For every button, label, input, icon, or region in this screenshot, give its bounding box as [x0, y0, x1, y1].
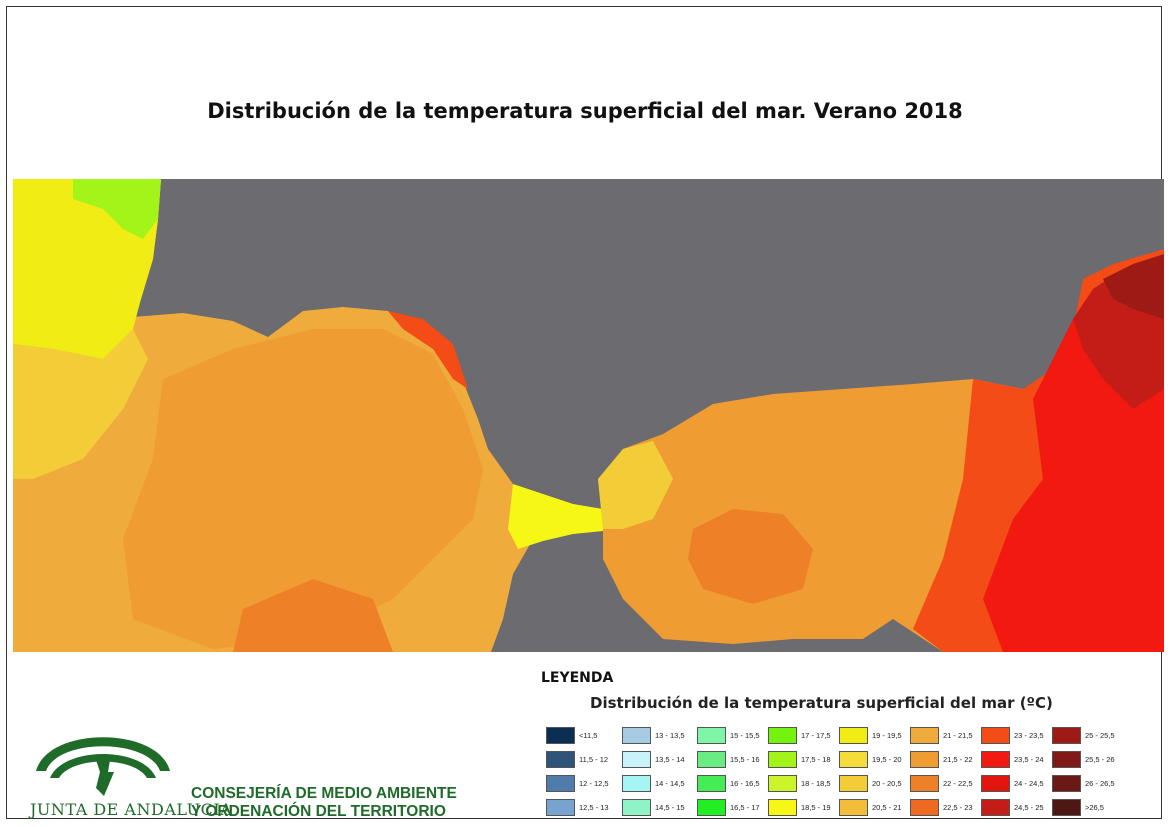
legend-label: 16,5 - 17 — [730, 803, 760, 812]
legend-label: 15,5 - 16 — [730, 755, 760, 764]
legend-label: 23,5 - 24 — [1014, 755, 1044, 764]
eastern-extreme — [1103, 254, 1164, 319]
legend-heading: LEYENDA — [541, 670, 614, 686]
legend-label: 20 - 20,5 — [872, 779, 902, 788]
consejeria-line-2: Y ORDENACIÓN DEL TERRITORIO — [191, 803, 446, 820]
legend-swatch — [981, 775, 1010, 792]
legend-swatch — [1052, 727, 1081, 744]
legend-swatch — [1052, 775, 1081, 792]
strait-of-gibraltar — [508, 484, 623, 549]
legend-label: 22 - 22,5 — [943, 779, 973, 788]
legend-swatch — [839, 799, 868, 816]
legend-label: 17,5 - 18 — [801, 755, 831, 764]
legend-swatch — [768, 799, 797, 816]
alboran-west-yellow — [598, 441, 673, 529]
legend-swatch — [839, 775, 868, 792]
legend-label: 12 - 12,5 — [579, 779, 609, 788]
legend-label: 22,5 - 23 — [943, 803, 973, 812]
legend-label: 14 - 14,5 — [655, 779, 685, 788]
coastal-warm-north — [388, 311, 468, 389]
legend-swatch — [910, 727, 939, 744]
legend-swatch — [768, 775, 797, 792]
legend-swatch — [981, 751, 1010, 768]
legend-swatch — [697, 727, 726, 744]
atlantic-hot-patch — [233, 579, 393, 652]
legend-swatch — [622, 751, 651, 768]
legend-label: 11,5 - 12 — [579, 755, 609, 764]
junta-andalucia-logo-icon — [36, 737, 170, 796]
legend-swatch — [910, 799, 939, 816]
legend-label: 17 - 17,5 — [801, 731, 831, 740]
legend-label: 25 - 25,5 — [1085, 731, 1115, 740]
legend-swatch — [697, 775, 726, 792]
legend-swatch — [697, 799, 726, 816]
legend-swatch — [622, 775, 651, 792]
legend-label: 18 - 18,5 — [801, 779, 831, 788]
legend-swatch — [910, 775, 939, 792]
legend-swatch — [697, 751, 726, 768]
junta-name: JUNTA DE ANDALUCIA — [30, 800, 233, 819]
legend-label: 25,5 - 26 — [1085, 755, 1115, 764]
alboran-core — [688, 509, 813, 604]
legend-label: 23 - 23,5 — [1014, 731, 1044, 740]
legend-subtitle: Distribución de la temperatura superfici… — [590, 694, 1053, 712]
legend-label: 24 - 24,5 — [1014, 779, 1044, 788]
legend-swatch — [546, 751, 575, 768]
sea-temperature-map — [13, 179, 1164, 652]
legend-label: 24,5 - 25 — [1014, 803, 1044, 812]
map-title: Distribución de la temperatura superfici… — [207, 99, 963, 123]
legend-label: >26,5 — [1085, 803, 1104, 812]
atlantic-north-green — [73, 179, 161, 239]
legend-swatch — [910, 751, 939, 768]
legend-swatch — [546, 775, 575, 792]
legend-label: 12,5 - 13 — [579, 803, 609, 812]
legend-swatch — [546, 727, 575, 744]
consejeria-line-1: CONSEJERÍA DE MEDIO AMBIENTE — [191, 785, 457, 802]
legend-label: 14,5 - 15 — [655, 803, 685, 812]
legend-label: 16 - 16,5 — [730, 779, 760, 788]
legend-label: <11,5 — [579, 731, 598, 740]
atlantic-warm — [123, 329, 483, 649]
legend-label: 26 - 26,5 — [1085, 779, 1115, 788]
legend-label: 20,5 - 21 — [872, 803, 902, 812]
legend-label: 15 - 15,5 — [730, 731, 760, 740]
legend-label: 19 - 19,5 — [872, 731, 902, 740]
legend-swatch — [768, 751, 797, 768]
legend-swatch — [981, 799, 1010, 816]
legend-label: 13,5 - 14 — [655, 755, 685, 764]
atlantic-west-yellow — [13, 329, 148, 479]
legend-swatch — [1052, 799, 1081, 816]
legend-label: 21 - 21,5 — [943, 731, 973, 740]
legend-label: 13 - 13,5 — [655, 731, 685, 740]
legend-swatch — [768, 727, 797, 744]
legend-label: 19,5 - 20 — [872, 755, 902, 764]
legend-swatch — [839, 751, 868, 768]
legend-swatch — [839, 727, 868, 744]
legend-swatch — [622, 799, 651, 816]
legend-label: 21,5 - 22 — [943, 755, 973, 764]
legend-swatch — [1052, 751, 1081, 768]
legend-swatch — [981, 727, 1010, 744]
legend-swatch — [546, 799, 575, 816]
legend-swatch — [622, 727, 651, 744]
legend-label: 18,5 - 19 — [801, 803, 831, 812]
